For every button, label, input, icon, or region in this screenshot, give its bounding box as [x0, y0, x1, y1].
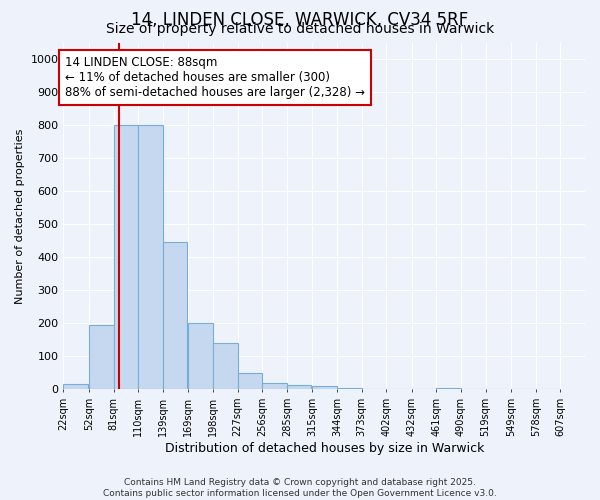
- Text: Contains HM Land Registry data © Crown copyright and database right 2025.
Contai: Contains HM Land Registry data © Crown c…: [103, 478, 497, 498]
- Y-axis label: Number of detached properties: Number of detached properties: [15, 128, 25, 304]
- Text: 14, LINDEN CLOSE, WARWICK, CV34 5RF: 14, LINDEN CLOSE, WARWICK, CV34 5RF: [131, 11, 469, 29]
- Bar: [89, 325, 113, 390]
- Bar: [287, 386, 311, 390]
- Bar: [238, 373, 262, 390]
- Bar: [337, 388, 362, 390]
- Bar: [64, 384, 88, 390]
- Bar: [113, 125, 138, 390]
- Bar: [138, 125, 163, 390]
- Bar: [436, 388, 461, 390]
- Bar: [213, 343, 238, 390]
- Bar: [188, 323, 213, 390]
- Text: 14 LINDEN CLOSE: 88sqm
← 11% of detached houses are smaller (300)
88% of semi-de: 14 LINDEN CLOSE: 88sqm ← 11% of detached…: [65, 56, 365, 98]
- Bar: [262, 384, 287, 390]
- X-axis label: Distribution of detached houses by size in Warwick: Distribution of detached houses by size …: [164, 442, 484, 455]
- Bar: [163, 242, 187, 390]
- Bar: [313, 386, 337, 390]
- Text: Size of property relative to detached houses in Warwick: Size of property relative to detached ho…: [106, 22, 494, 36]
